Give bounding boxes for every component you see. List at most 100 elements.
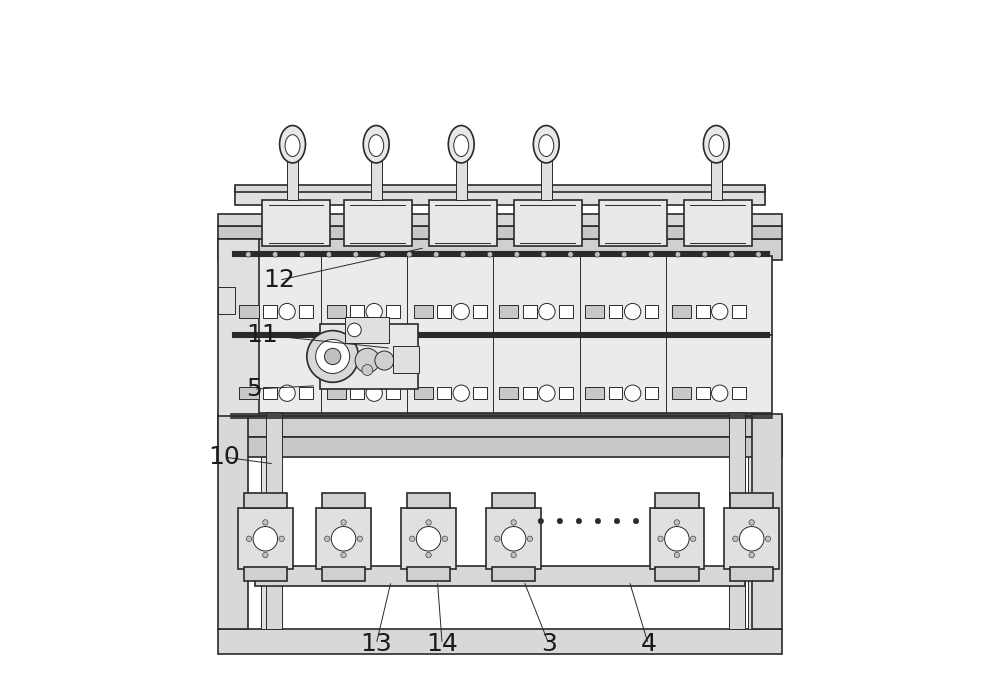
Bar (299, 305, 313, 318)
Bar (344, 200, 412, 247)
Bar (724, 508, 779, 570)
Bar (486, 508, 541, 570)
Bar (499, 387, 518, 400)
Circle shape (326, 252, 332, 257)
Bar (711, 159, 722, 200)
Bar (386, 387, 400, 400)
Bar (345, 317, 389, 343)
Bar (327, 387, 346, 400)
Bar (320, 324, 418, 389)
Bar (262, 200, 330, 247)
Circle shape (316, 339, 350, 374)
Bar (585, 387, 604, 400)
Circle shape (527, 536, 533, 542)
Bar (266, 413, 282, 628)
Circle shape (279, 536, 284, 542)
Circle shape (712, 303, 728, 320)
Bar (218, 417, 782, 436)
Circle shape (514, 252, 520, 257)
Circle shape (541, 252, 546, 257)
Circle shape (380, 252, 385, 257)
Bar (386, 305, 400, 318)
Bar (218, 240, 259, 417)
Circle shape (702, 252, 708, 257)
Circle shape (331, 527, 356, 551)
Bar (299, 387, 313, 400)
Ellipse shape (533, 126, 559, 163)
Circle shape (557, 518, 563, 524)
Bar (218, 415, 248, 628)
Circle shape (279, 385, 295, 402)
Ellipse shape (709, 135, 724, 156)
Circle shape (674, 520, 680, 525)
Circle shape (622, 252, 627, 257)
Bar (730, 568, 773, 581)
Bar (684, 200, 752, 247)
Bar (609, 305, 622, 318)
Text: 13: 13 (360, 632, 392, 656)
Circle shape (495, 536, 500, 542)
Circle shape (690, 536, 696, 542)
Bar (244, 568, 287, 581)
Bar (322, 493, 365, 508)
Bar (437, 305, 451, 318)
Circle shape (729, 252, 734, 257)
Circle shape (366, 385, 382, 402)
Ellipse shape (285, 135, 300, 156)
Bar (732, 387, 746, 400)
Bar (235, 189, 765, 206)
Circle shape (453, 303, 469, 320)
Circle shape (624, 303, 641, 320)
Circle shape (633, 518, 639, 524)
Circle shape (511, 553, 516, 558)
Circle shape (674, 553, 680, 558)
Circle shape (749, 520, 754, 525)
Text: 4: 4 (640, 632, 656, 656)
Circle shape (665, 527, 689, 551)
Bar (499, 305, 518, 318)
Circle shape (460, 252, 466, 257)
Circle shape (353, 252, 358, 257)
Bar (287, 159, 298, 200)
Bar (585, 305, 604, 318)
Circle shape (299, 252, 305, 257)
Bar (523, 305, 537, 318)
Bar (218, 240, 782, 260)
Circle shape (263, 553, 268, 558)
Circle shape (675, 252, 681, 257)
Bar (231, 257, 772, 335)
Ellipse shape (363, 126, 389, 163)
Circle shape (263, 520, 268, 525)
Circle shape (568, 252, 573, 257)
Circle shape (366, 303, 382, 320)
Circle shape (410, 536, 415, 542)
Bar (401, 508, 456, 570)
Bar (437, 387, 451, 400)
Circle shape (246, 252, 251, 257)
Circle shape (357, 536, 363, 542)
Ellipse shape (448, 126, 474, 163)
Circle shape (539, 303, 555, 320)
Circle shape (348, 323, 361, 337)
Bar (730, 493, 773, 508)
Bar (650, 508, 704, 570)
Text: 11: 11 (246, 322, 278, 347)
Bar (456, 159, 467, 200)
Bar (492, 568, 535, 581)
Circle shape (341, 553, 346, 558)
Bar (218, 436, 782, 457)
Bar (514, 200, 582, 247)
Circle shape (341, 520, 346, 525)
Bar (696, 305, 710, 318)
Bar (414, 305, 433, 318)
Circle shape (355, 348, 380, 373)
Circle shape (407, 252, 412, 257)
Bar (327, 305, 346, 318)
Circle shape (765, 536, 771, 542)
Bar (609, 387, 622, 400)
Circle shape (442, 536, 448, 542)
Bar (729, 413, 745, 628)
Circle shape (434, 252, 439, 257)
Circle shape (487, 252, 493, 257)
Bar (645, 305, 658, 318)
